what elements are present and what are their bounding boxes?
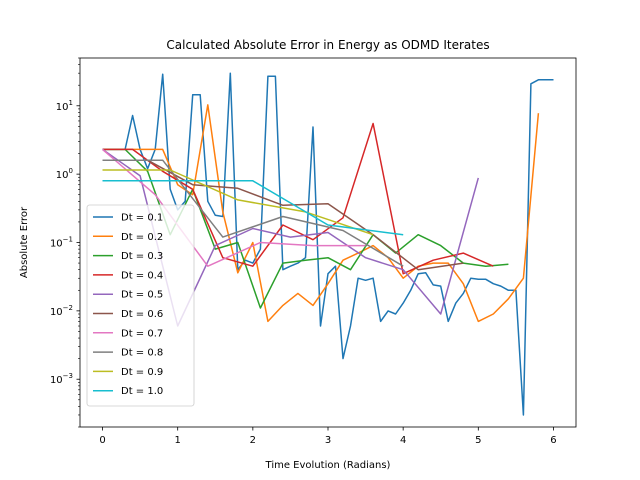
legend-label-10: Dt = 1.0 [121,386,163,397]
legend-label-2: Dt = 0.2 [121,232,163,243]
y-axis: 10−3 10−2 10−1 100 101 [50,57,80,428]
legend-label-3: Dt = 0.3 [121,251,163,262]
y-tick-label: 10−1 [50,236,73,250]
series-line-6 [102,159,464,271]
x-tick-label: 6 [550,435,556,446]
legend-label-8: Dt = 0.8 [121,348,163,359]
y-tick-label: 101 [56,99,73,113]
y-tick-label: 10−2 [50,304,73,318]
x-axis: 0 1 2 3 4 5 6 [99,427,557,446]
y-axis-label: Absolute Error [19,206,30,278]
legend-label-5: Dt = 0.5 [121,290,163,301]
series-line-10 [102,180,404,236]
legend-label-4: Dt = 0.4 [121,270,163,281]
legend-label-1: Dt = 0.1 [121,213,163,224]
y-tick-label: 100 [56,167,73,181]
legend-box [86,204,195,407]
legend-label-7: Dt = 0.7 [121,328,163,339]
legend: Dt = 0.1 Dt = 0.2 Dt = 0.3 Dt = 0.4 Dt = 0.5… [86,204,195,407]
x-axis-label: Time Evolution (Radians) [265,460,391,471]
x-tick-label: 3 [325,435,331,446]
x-tick-label: 5 [475,435,481,446]
series-line-4 [102,122,494,275]
legend-label-9: Dt = 0.9 [121,367,163,378]
series-line-8 [102,159,404,267]
x-tick-label: 2 [250,435,256,446]
y-tick-label: 10−3 [50,372,73,386]
x-tick-label: 4 [400,435,406,446]
chart-title: Calculated Absolute Error in Energy as O… [166,38,489,52]
series-line-7 [102,148,366,267]
x-tick-label: 0 [99,435,105,446]
x-tick-label: 1 [175,435,181,446]
series-line-9 [102,169,374,236]
legend-label-6: Dt = 0.6 [121,309,163,320]
